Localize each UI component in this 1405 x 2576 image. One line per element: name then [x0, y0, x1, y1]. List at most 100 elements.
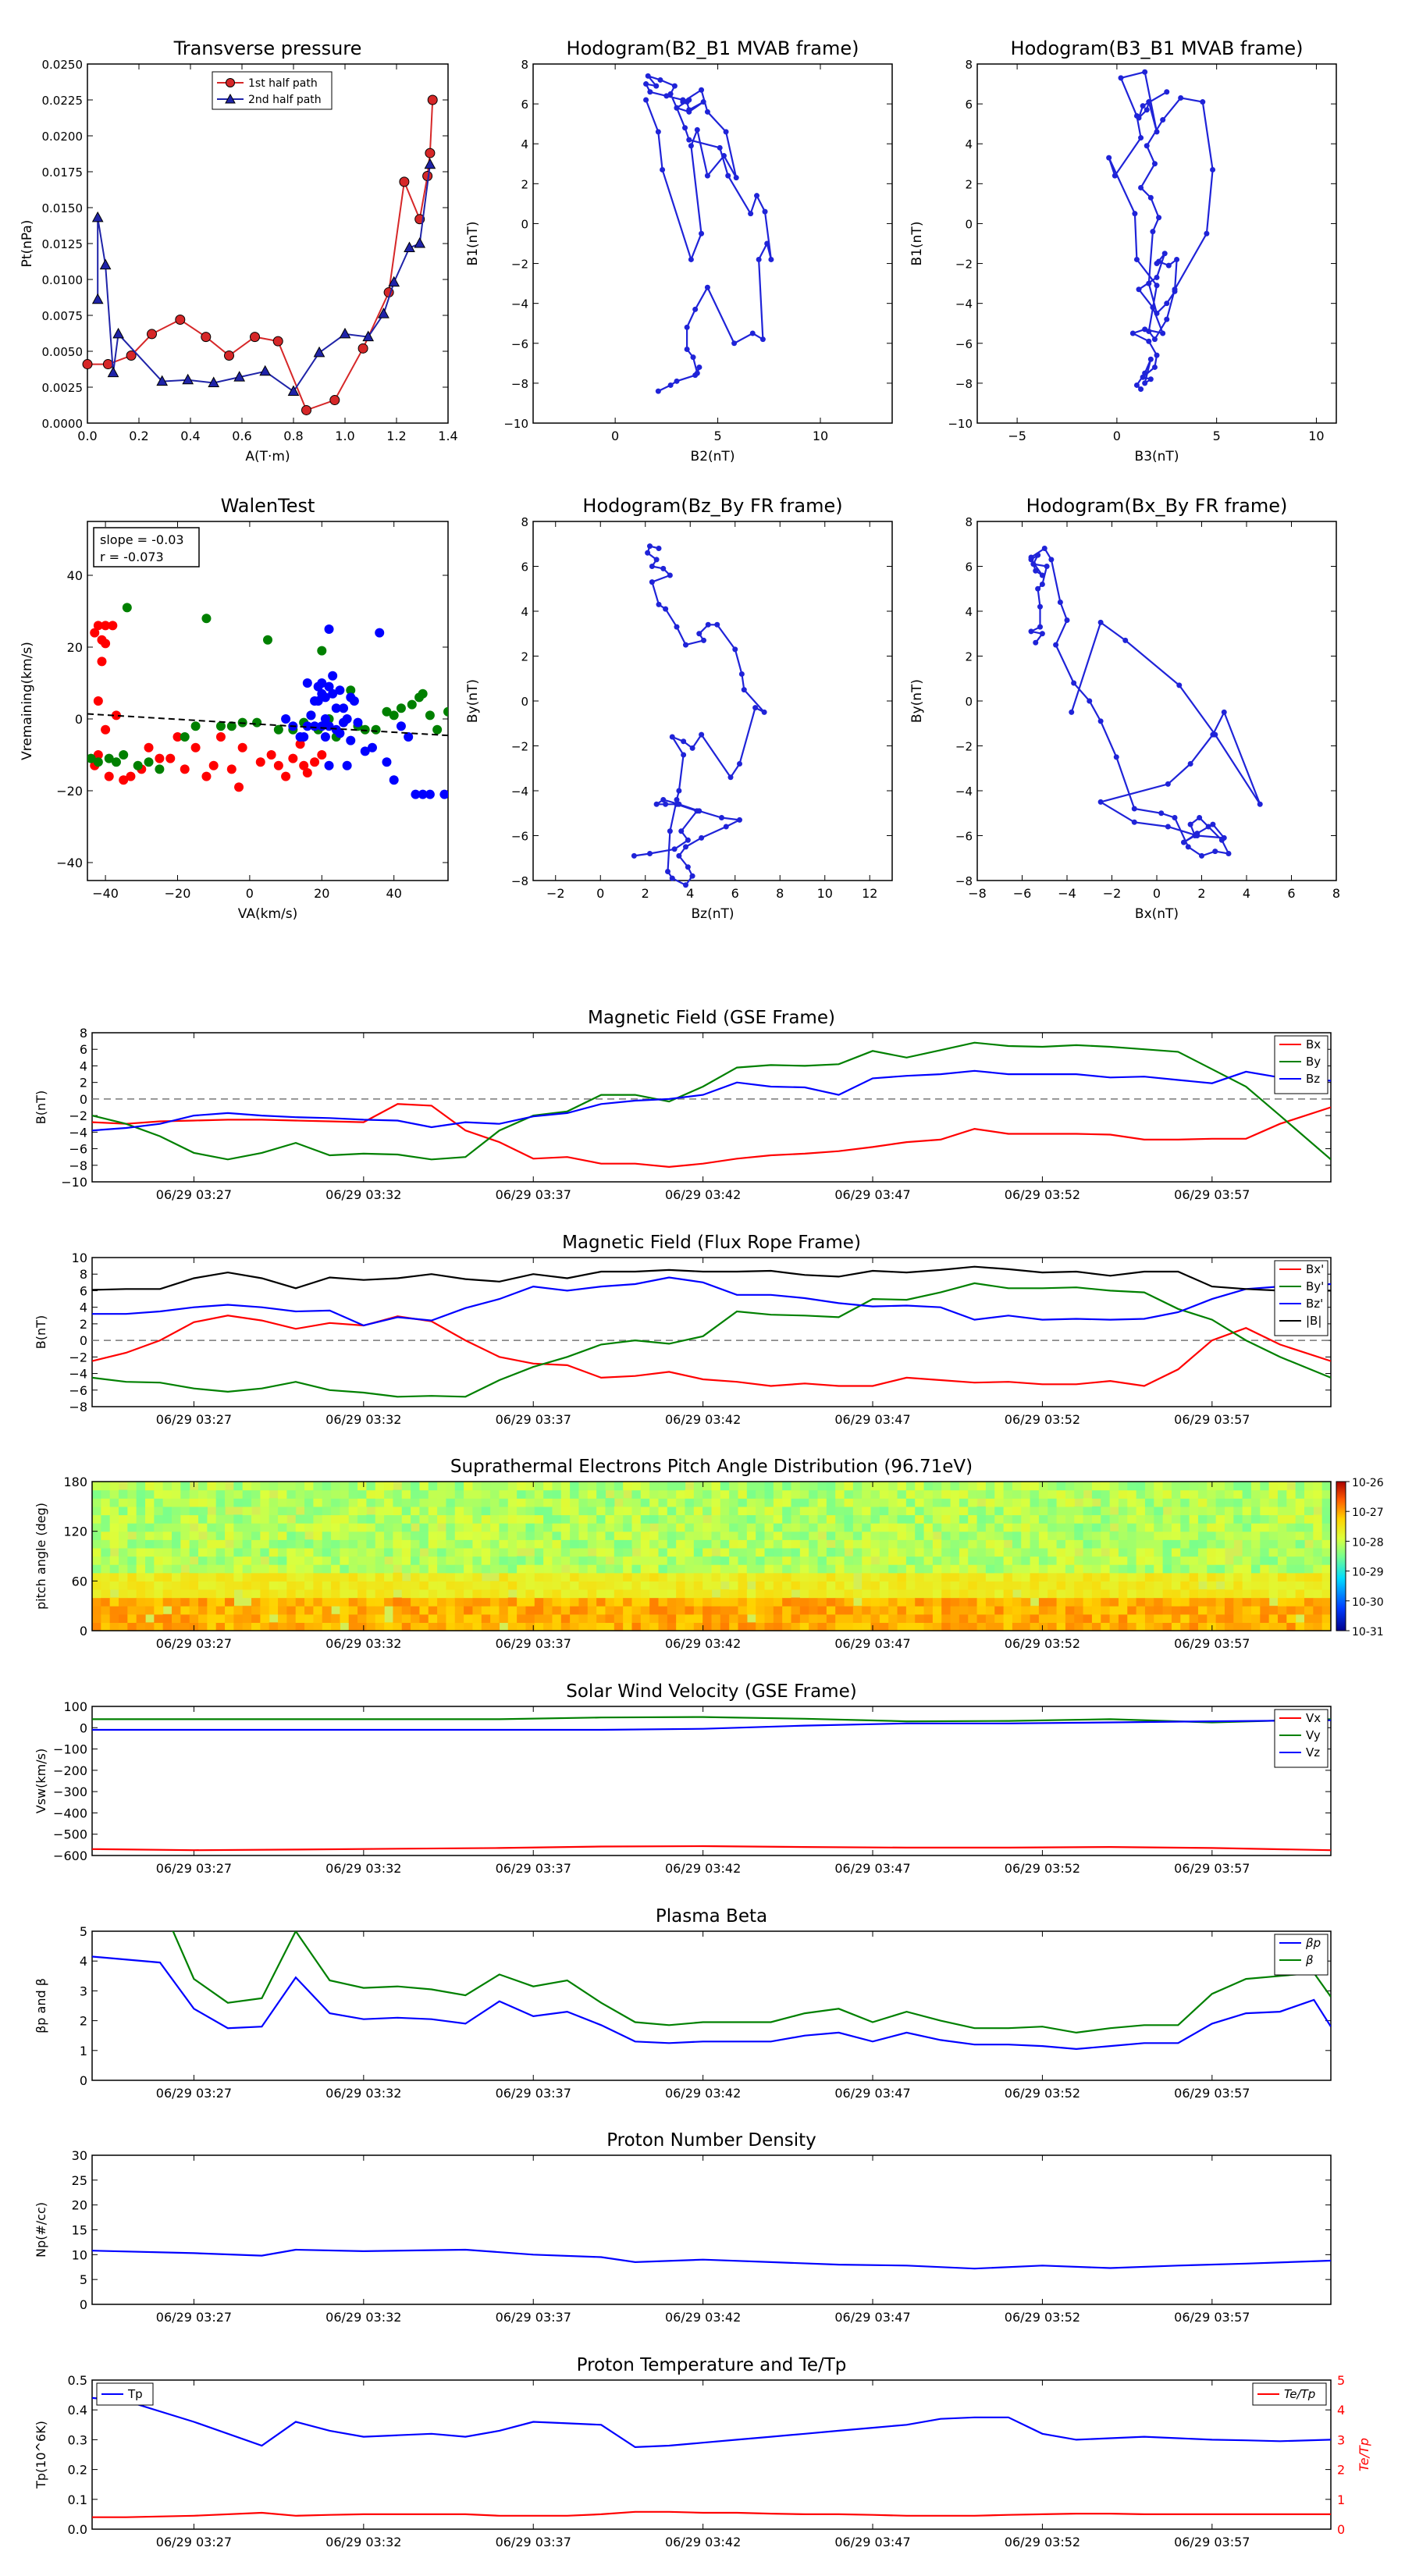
heatmap-cell [1030, 1539, 1040, 1549]
heatmap-cell [985, 1564, 995, 1574]
heatmap-cell [649, 1622, 660, 1631]
data-point [1194, 833, 1200, 838]
heatmap-cell [357, 1489, 368, 1499]
heatmap-cell [507, 1523, 518, 1532]
heatmap-cell [260, 1581, 270, 1590]
heatmap-cell [676, 1622, 686, 1631]
heatmap-cell [985, 1572, 995, 1582]
heatmap-cell [941, 1514, 951, 1524]
heatmap-cell [791, 1506, 801, 1516]
chart-title: Transverse pressure [173, 37, 362, 59]
heatmap-cell [852, 1531, 863, 1540]
heatmap-cell [1268, 1539, 1279, 1549]
heatmap-cell [127, 1622, 137, 1631]
data-point [663, 606, 669, 612]
heatmap-cell [658, 1622, 668, 1631]
y-tick-label: −40 [56, 856, 83, 870]
heatmap-cell [950, 1539, 960, 1549]
heatmap-cell [543, 1482, 553, 1491]
heatmap-cell [667, 1589, 677, 1599]
heatmap-cell [1048, 1589, 1058, 1599]
data-point [346, 735, 356, 745]
data-point [647, 89, 653, 95]
heatmap-cell [304, 1622, 314, 1631]
heatmap-cell [950, 1531, 960, 1540]
heatmap-cell [304, 1606, 314, 1615]
heatmap-cell [799, 1482, 809, 1491]
heatmap-cell [1268, 1482, 1279, 1491]
heatmap-cell [905, 1506, 916, 1516]
heatmap-cell [623, 1482, 633, 1491]
heatmap-cell [233, 1572, 244, 1582]
heatmap-cell [454, 1531, 464, 1540]
data-point [126, 350, 137, 361]
data-point [1030, 561, 1037, 568]
heatmap-cell [950, 1614, 960, 1623]
heatmap-cell [304, 1556, 314, 1565]
heatmap-cell [915, 1614, 925, 1623]
series-line-data [634, 545, 765, 887]
heatmap-cell [419, 1539, 429, 1549]
heatmap-cell [525, 1531, 535, 1540]
heatmap-cell [454, 1597, 464, 1606]
heatmap-cell [472, 1572, 482, 1582]
heatmap-cell [941, 1482, 951, 1491]
heatmap-cell [242, 1614, 252, 1623]
series-line-vx [92, 1845, 1331, 1852]
heatmap-cell [756, 1589, 766, 1599]
y-tick-label: 0.0050 [42, 345, 84, 359]
heatmap-cell [809, 1514, 819, 1524]
heatmap-cell [968, 1514, 978, 1524]
heatmap-cell [799, 1589, 809, 1599]
heatmap-cell [676, 1606, 686, 1615]
y-tick-label: −4 [511, 785, 528, 799]
heatmap-cell [464, 1523, 474, 1532]
y-tick-label: 2 [965, 177, 973, 191]
plot-frame [532, 521, 893, 881]
data-point [443, 706, 448, 717]
heatmap-cell [950, 1547, 960, 1557]
series-group [92, 1265, 1331, 1398]
heatmap-cell [411, 1539, 421, 1549]
heatmap-cell [295, 1572, 305, 1582]
heatmap-cell [119, 1523, 128, 1532]
heatmap-cell [835, 1506, 845, 1516]
heatmap-cell [348, 1489, 358, 1499]
data-point [1158, 810, 1165, 817]
heatmap-cell [915, 1489, 925, 1499]
heatmap-cell [1012, 1506, 1022, 1516]
heatmap-cell [968, 1614, 978, 1623]
heatmap-cell [852, 1506, 863, 1516]
heatmap-cell [375, 1539, 385, 1549]
heatmap-cell [1197, 1597, 1208, 1606]
heatmap-cell [313, 1489, 323, 1499]
heatmap-cell [1109, 1547, 1119, 1557]
heatmap-cell [1021, 1514, 1031, 1524]
heatmap-cell [994, 1514, 1005, 1524]
data-point [299, 760, 309, 770]
heatmap-cell [941, 1531, 951, 1540]
scatter-group [87, 603, 448, 799]
heatmap-cell [888, 1564, 898, 1574]
heatmap-cell [198, 1498, 208, 1507]
heatmap-cell [145, 1531, 155, 1540]
heatmap-cell [1277, 1572, 1287, 1582]
data-point [1210, 166, 1216, 173]
data-point [234, 782, 244, 792]
heatmap-cell [1277, 1539, 1287, 1549]
data-point [302, 721, 312, 731]
data-point [1057, 600, 1063, 605]
heatmap-cell [101, 1597, 111, 1606]
heatmap-cell [915, 1622, 925, 1631]
heatmap-cell [525, 1564, 535, 1574]
heatmap-cell [968, 1531, 978, 1540]
heatmap-cell [1065, 1539, 1075, 1549]
plot-frame [976, 63, 1337, 424]
heatmap-cell [897, 1572, 907, 1582]
x-tick-label: 06/29 03:52 [1005, 2086, 1080, 2101]
heatmap-cell [322, 1556, 332, 1565]
heatmap-cell [499, 1539, 509, 1549]
heatmap-cell [667, 1514, 677, 1524]
heatmap-cell [490, 1622, 500, 1631]
